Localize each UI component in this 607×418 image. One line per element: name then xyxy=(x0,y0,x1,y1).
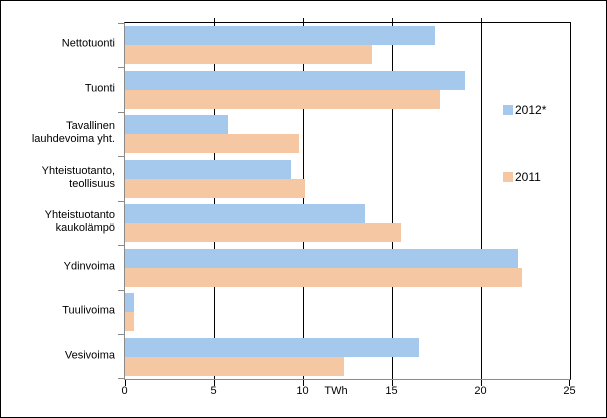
plot-area xyxy=(118,18,571,386)
x-tick-label-25: 25 xyxy=(563,385,576,397)
bar-yhteistuotanto-2012 xyxy=(125,204,366,223)
bar-tuonti-2011 xyxy=(125,89,441,109)
gridline-15 xyxy=(391,23,393,379)
legend-swatch-2012 xyxy=(503,105,513,115)
category-label-tuulivoima: Tuulivoima xyxy=(62,304,115,317)
bar-tuonti-2012 xyxy=(125,70,465,90)
gridline-10 xyxy=(302,23,304,379)
category-label-ydinvoima: Ydinvoima xyxy=(63,260,115,273)
bar-yhteistuotanto-2011 xyxy=(125,178,305,198)
bar-tavallinen-2012 xyxy=(125,115,229,134)
category-label-tavallinen: Tavallinen lauhdevoima yht. xyxy=(31,120,115,146)
category-label-yhteistuotanto: Yhteistuotanto, teollisuus xyxy=(41,164,115,190)
legend-item-2011: 2011 xyxy=(503,170,541,184)
bar-vesivoima-2012 xyxy=(125,337,419,357)
top-tick-20 xyxy=(480,18,482,23)
gridline-5 xyxy=(213,23,215,379)
top-tick-5 xyxy=(213,18,215,23)
bar-yhteistuotanto-2011 xyxy=(125,223,401,242)
bottom-tick-15 xyxy=(391,380,393,386)
top-tick-10 xyxy=(302,18,304,23)
category-boundary-tick-5 xyxy=(118,245,124,246)
x-tick-label-5: 5 xyxy=(210,385,217,397)
bar-ydinvoima-2012 xyxy=(125,248,519,268)
legend-label-2012: 2012* xyxy=(515,103,547,117)
x-axis-title: TWh xyxy=(324,385,348,397)
gridline-20 xyxy=(480,23,482,379)
bar-vesivoima-2011 xyxy=(125,356,344,376)
bottom-tick-10 xyxy=(302,380,304,386)
category-boundary-tick-8 xyxy=(118,378,124,379)
category-boundary-tick-4 xyxy=(118,200,124,202)
x-tick-label-0: 0 xyxy=(121,385,128,397)
category-boundary-tick-0 xyxy=(118,23,124,24)
category-boundary-tick-2 xyxy=(118,111,124,113)
bar-tuulivoima-2012 xyxy=(125,293,134,312)
category-boundary-tick-1 xyxy=(118,67,124,68)
legend-item-2012: 2012* xyxy=(503,103,546,117)
bar-tavallinen-2011 xyxy=(125,134,300,153)
x-tick-label-15: 15 xyxy=(385,385,398,397)
bar-tuulivoima-2011 xyxy=(125,312,134,331)
category-boundary-tick-6 xyxy=(118,289,124,291)
category-label-vesivoima: Vesivoima xyxy=(64,349,115,362)
bar-yhteistuotanto-2012 xyxy=(125,159,291,179)
bar-nettotuonti-2012 xyxy=(125,26,435,45)
category-label-tuonti: Tuonti xyxy=(84,82,115,95)
legend-swatch-2011 xyxy=(503,172,513,182)
category-boundary-tick-3 xyxy=(118,156,124,157)
legend-label-2011: 2011 xyxy=(515,170,541,184)
bar-nettotuonti-2011 xyxy=(125,45,373,64)
bottom-tick-0 xyxy=(125,380,126,386)
bar-ydinvoima-2011 xyxy=(125,267,522,287)
top-tick-15 xyxy=(391,18,393,23)
category-label-nettotuonti: Nettotuonti xyxy=(61,37,115,50)
bottom-tick-20 xyxy=(480,380,482,386)
category-boundary-tick-7 xyxy=(118,334,124,335)
x-tick-label-10: 10 xyxy=(296,385,309,397)
bottom-tick-25 xyxy=(569,380,570,386)
category-label-yhteistuotanto: Yhteistuotanto kaukolämpö xyxy=(44,209,115,235)
x-tick-label-20: 20 xyxy=(474,385,487,397)
bottom-tick-5 xyxy=(213,380,215,386)
